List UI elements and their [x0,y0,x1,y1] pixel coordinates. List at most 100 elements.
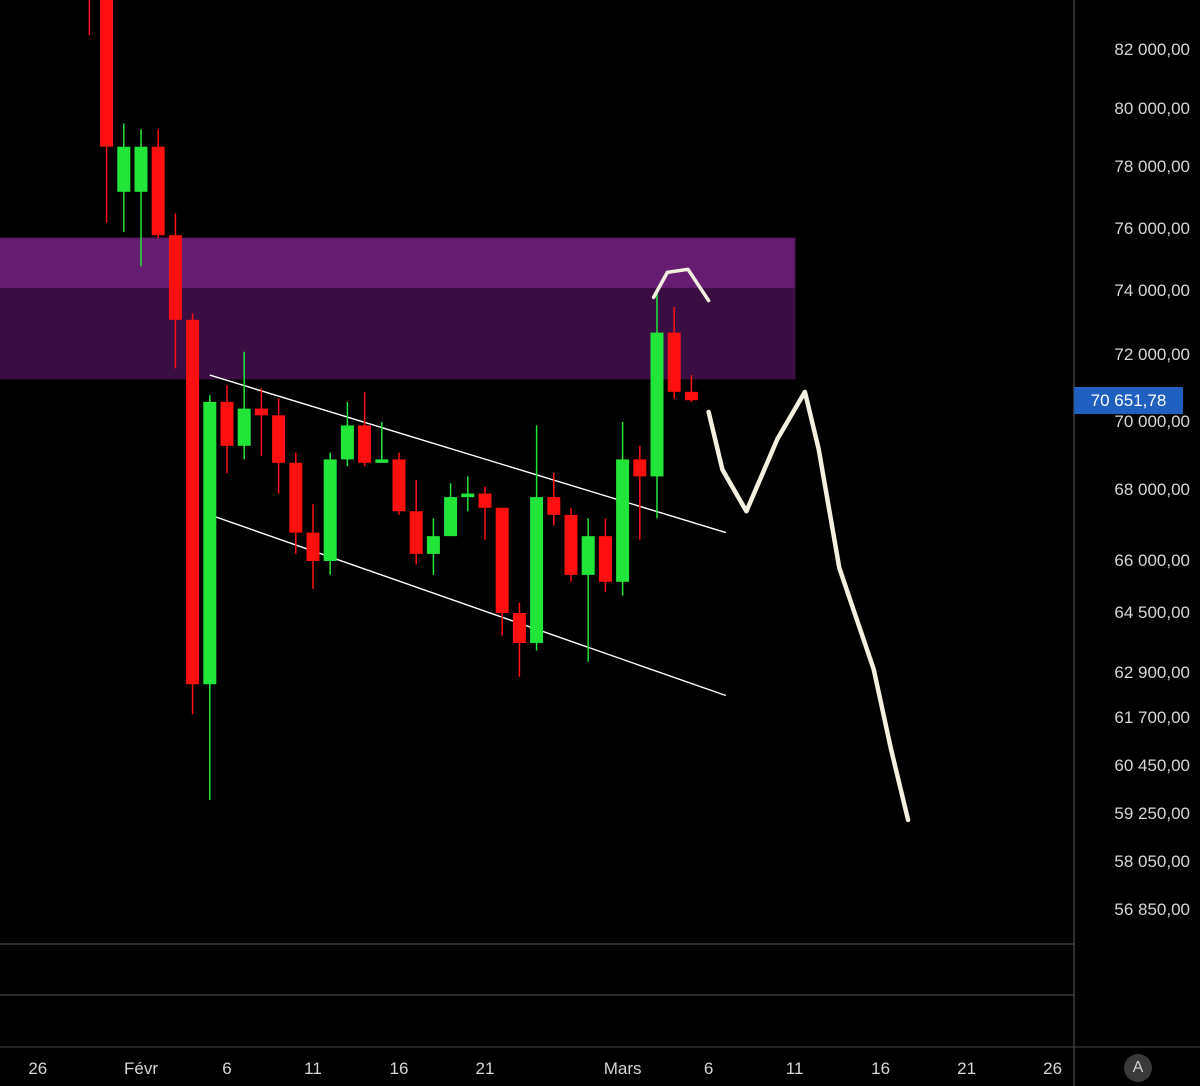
price-tick-label: 58 050,00 [1114,852,1190,871]
candle-body [444,497,458,537]
candle-down[interactable] [100,0,114,223]
candle-body [581,536,595,575]
candle-body [633,459,647,477]
candle-body [564,514,578,575]
auto-scale-button[interactable]: A [1124,1054,1152,1082]
candle-down[interactable] [512,602,526,677]
candle-body [168,235,182,320]
time-tick-label: 11 [304,1059,322,1078]
price-tick-label: 76 000,00 [1114,219,1190,238]
price-tick-label: 56 850,00 [1114,900,1190,919]
candle-body [530,497,544,643]
price-tick-label: 74 000,00 [1114,281,1190,300]
time-tick-label: 26 [28,1059,48,1078]
time-tick-label: Févr [124,1059,158,1078]
candle-up[interactable] [203,395,217,800]
candle-body [392,459,406,512]
candle-body [186,319,200,685]
candle-down[interactable] [186,313,200,715]
candle-body [220,401,234,446]
candle-up[interactable] [134,129,148,267]
candle-body [650,332,664,477]
current-price-badge: 70 651,78 [1074,387,1183,414]
candle-down[interactable] [168,213,182,369]
candle-body [495,507,509,613]
price-tick-label: 78 000,00 [1114,157,1190,176]
candle-down[interactable] [598,518,612,593]
price-tick-label: 66 000,00 [1114,551,1190,570]
candle-body [512,613,526,643]
candle-body [134,146,148,192]
candle-down[interactable] [495,507,509,636]
candle-body [237,408,251,446]
candle-up[interactable] [426,518,440,575]
projection-drawing[interactable] [706,389,911,823]
candle-up[interactable] [340,401,354,467]
time-tick-label: 6 [703,1059,714,1078]
candle-down[interactable] [83,0,96,36]
candle-body [117,146,131,192]
candle-up[interactable] [461,476,475,512]
candle-up[interactable] [117,123,131,233]
price-tick-label: 68 000,00 [1114,480,1190,499]
candle-down[interactable] [289,452,303,554]
top-arc-drawing[interactable] [651,267,711,303]
candle-down[interactable] [272,398,286,494]
price-tick-label: 72 000,00 [1114,345,1190,364]
time-tick-label: Mars [603,1059,642,1078]
candle-down[interactable] [478,486,492,540]
candle-body [323,459,337,561]
candle-down[interactable] [684,375,698,402]
candle-down[interactable] [564,507,578,582]
candle-body [461,493,475,498]
candle-down[interactable] [254,388,268,457]
candle-down[interactable] [409,479,423,565]
candle-down[interactable] [151,129,165,239]
candle-down[interactable] [306,504,320,589]
candle-down[interactable] [220,385,234,473]
candle-body [289,462,303,533]
candle-down[interactable] [392,452,406,515]
price-tick-label: 62 900,00 [1114,663,1190,682]
candle-body [375,459,389,463]
price-tick-label: 59 250,00 [1114,804,1190,823]
candle-body [616,459,630,582]
candle-body [667,332,681,392]
candle-up[interactable] [323,452,337,575]
price-tick-label: 60 450,00 [1114,756,1190,775]
supply-zone-top-band [0,238,795,288]
price-tick-label: 70 000,00 [1114,412,1190,431]
candle-body [203,401,217,685]
candle-down[interactable] [633,445,647,540]
time-tick-label: 16 [871,1059,891,1078]
channel-line-lower[interactable] [209,514,727,697]
candle-body [426,536,440,554]
candle-up[interactable] [616,422,630,596]
time-tick-label: 21 [957,1059,977,1078]
price-tick-label: 80 000,00 [1114,99,1190,118]
candle-body [684,391,698,401]
candle-body [272,415,286,463]
time-tick-label: 26 [1043,1059,1063,1078]
candle-up[interactable] [650,291,664,519]
candle-body [409,511,423,554]
candle-up[interactable] [237,351,251,460]
price-tick-label: 82 000,00 [1114,40,1190,59]
candle-body [254,408,268,416]
candle-down[interactable] [667,307,681,399]
candle-down[interactable] [547,473,561,526]
candle-up[interactable] [375,422,389,463]
candle-up[interactable] [581,518,595,662]
candle-body [100,0,114,147]
price-tick-label: 64 500,00 [1114,603,1190,622]
time-tick-label: 11 [785,1059,804,1078]
candle-body [151,146,165,236]
time-tick-label: 16 [389,1059,409,1078]
candle-body [598,536,612,582]
price-tick-label: 61 700,00 [1114,708,1190,727]
candle-up[interactable] [530,425,544,651]
candle-down[interactable] [358,391,372,467]
candle-body [358,425,372,463]
candle-up[interactable] [444,483,458,537]
